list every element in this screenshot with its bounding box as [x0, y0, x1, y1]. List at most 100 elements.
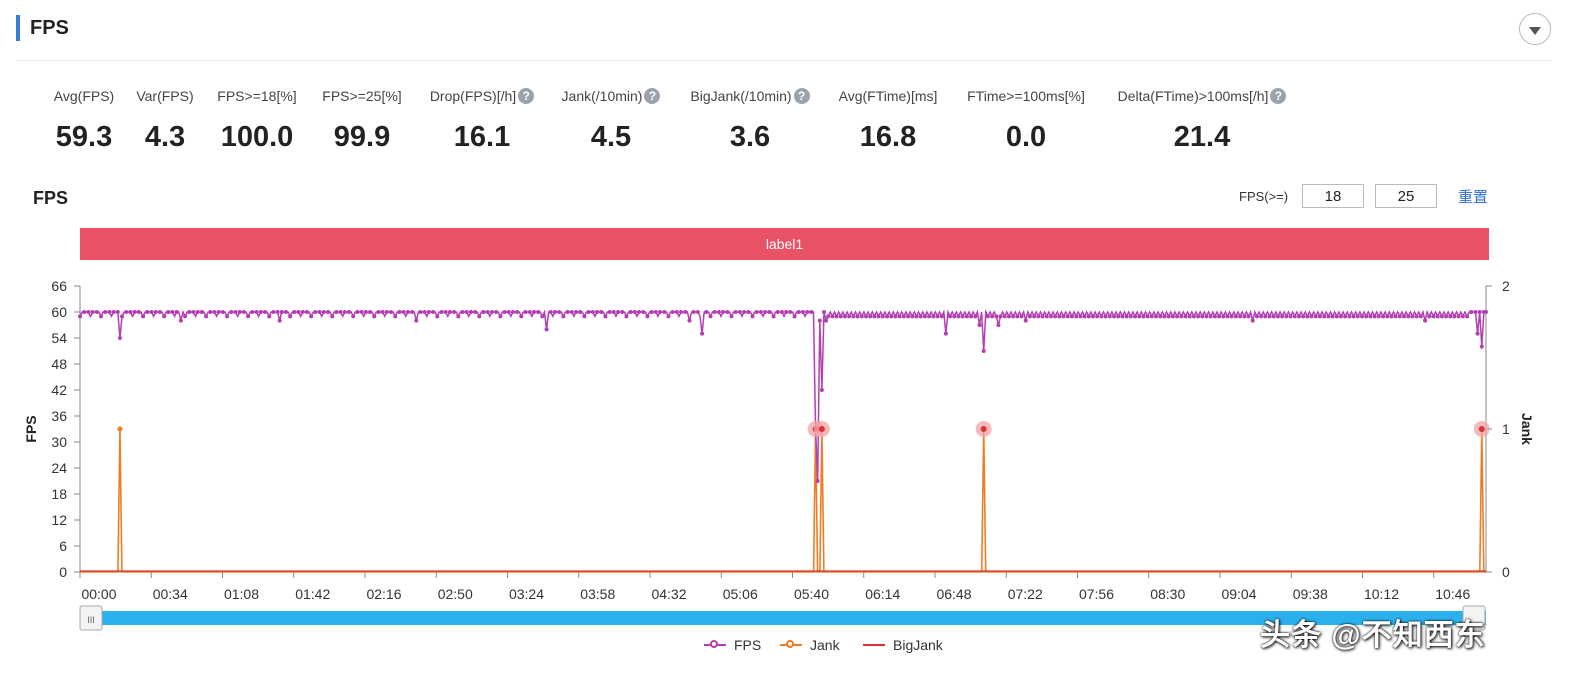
fps-point	[414, 318, 419, 323]
stat-value: 3.6	[729, 121, 771, 153]
fps-point	[1006, 314, 1011, 319]
fps-point	[199, 310, 204, 314]
fps-point	[216, 310, 221, 314]
stat-value: 100.0	[220, 121, 294, 153]
legend-swatch-icon	[780, 639, 802, 651]
help-icon[interactable]: ?	[793, 88, 810, 104]
fps-point	[721, 310, 726, 314]
x-tick-label: 05:06	[723, 586, 758, 602]
fps-point	[712, 310, 717, 314]
fps-point	[1406, 314, 1411, 319]
fps-point	[1141, 314, 1146, 319]
fps-point	[1069, 314, 1074, 319]
fps-point	[1032, 314, 1037, 319]
fps-point	[737, 310, 742, 314]
fps-point	[1402, 314, 1407, 319]
stat-label-text: BigJank(/10min)	[690, 88, 792, 104]
fps-point	[1288, 314, 1293, 319]
legend-swatch-line	[863, 644, 885, 646]
fps-point	[540, 314, 545, 319]
x-tick-label: 00:00	[81, 586, 116, 602]
stat-value: 0.0	[1005, 121, 1047, 153]
fps-point	[826, 314, 831, 319]
fps-point	[952, 314, 957, 319]
fps-point	[90, 310, 95, 314]
reset-link[interactable]: 重置	[1458, 189, 1489, 206]
fps-threshold-low-input[interactable]	[1302, 184, 1364, 208]
collapse-button[interactable]	[1519, 13, 1551, 45]
x-tick-label: 10:12	[1364, 586, 1399, 602]
fps-point	[792, 314, 797, 319]
fps-point	[363, 310, 368, 314]
fps-point	[1475, 331, 1480, 336]
fps-point	[733, 310, 738, 314]
fps-threshold-label: FPS(>=)	[1239, 188, 1289, 204]
legend-item-fps[interactable]: FPS	[704, 637, 761, 653]
stat-label: FTime>=100ms[%]	[926, 86, 1126, 106]
fps-point	[498, 314, 503, 319]
zoom-handle-left[interactable]	[79, 605, 103, 631]
fps-point	[1271, 314, 1276, 319]
fps-point	[918, 314, 923, 319]
fps-point	[824, 318, 829, 323]
fps-point	[1015, 314, 1020, 319]
help-icon[interactable]: ?	[644, 88, 661, 104]
fps-point	[590, 310, 595, 314]
fps-point	[94, 310, 99, 314]
fps-point	[927, 314, 932, 319]
x-tick-label: 09:04	[1221, 586, 1256, 602]
fps-point	[704, 310, 709, 314]
fps-point	[1313, 314, 1318, 319]
x-tick-label: 03:58	[580, 586, 615, 602]
fps-point	[1452, 314, 1457, 319]
help-icon[interactable]: ?	[518, 88, 535, 104]
fps-point	[670, 310, 675, 314]
fps-point	[1170, 314, 1175, 319]
fps-point	[658, 310, 663, 314]
zoom-handle-right[interactable]	[1462, 605, 1486, 631]
x-tick-label: 09:38	[1293, 586, 1328, 602]
fps-point	[578, 310, 583, 314]
fps-point	[317, 310, 322, 314]
help-icon[interactable]: ?	[1270, 88, 1287, 104]
fps-point	[819, 388, 824, 392]
legend-item-bigjank[interactable]: BigJank	[863, 637, 943, 653]
fps-point	[283, 310, 288, 314]
fps-point	[120, 314, 125, 319]
y2-tick-label: 1	[1502, 421, 1510, 437]
y-tick-label: 18	[51, 486, 67, 502]
fps-point	[788, 310, 793, 314]
x-tick-label: 06:48	[936, 586, 971, 602]
fps-point	[1191, 314, 1196, 319]
x-tick-label: 04:32	[651, 586, 686, 602]
stat-value: 59.3	[55, 121, 113, 153]
fps-point	[1225, 314, 1230, 319]
fps-point	[552, 310, 557, 314]
fps-point	[1254, 314, 1259, 319]
fps-point	[1317, 314, 1322, 319]
fps-point	[443, 310, 448, 314]
fps-point	[628, 310, 633, 314]
fps-point	[1154, 314, 1159, 319]
fps-point	[1484, 310, 1488, 314]
stat-label-text: FPS>=25[%]	[322, 88, 402, 104]
label-band[interactable]: label1	[80, 228, 1489, 260]
fps-point	[1078, 314, 1083, 319]
fps-threshold-high-input[interactable]	[1375, 184, 1437, 208]
fps-point	[1448, 314, 1453, 319]
fps-point	[649, 310, 654, 314]
fps-point	[637, 310, 642, 314]
fps-point	[1292, 314, 1297, 319]
fps-point	[943, 331, 948, 336]
stat-6: BigJank(/10min)? 3.6	[650, 86, 850, 154]
fps-point	[246, 314, 251, 319]
fps-point	[809, 310, 814, 314]
fps-point	[288, 314, 293, 319]
fps-point	[1002, 314, 1007, 319]
fps-point	[632, 310, 637, 314]
fps-point	[1212, 314, 1217, 319]
legend-item-jank[interactable]: Jank	[780, 637, 840, 653]
fps-point	[1423, 318, 1428, 323]
fps-point	[502, 310, 507, 314]
